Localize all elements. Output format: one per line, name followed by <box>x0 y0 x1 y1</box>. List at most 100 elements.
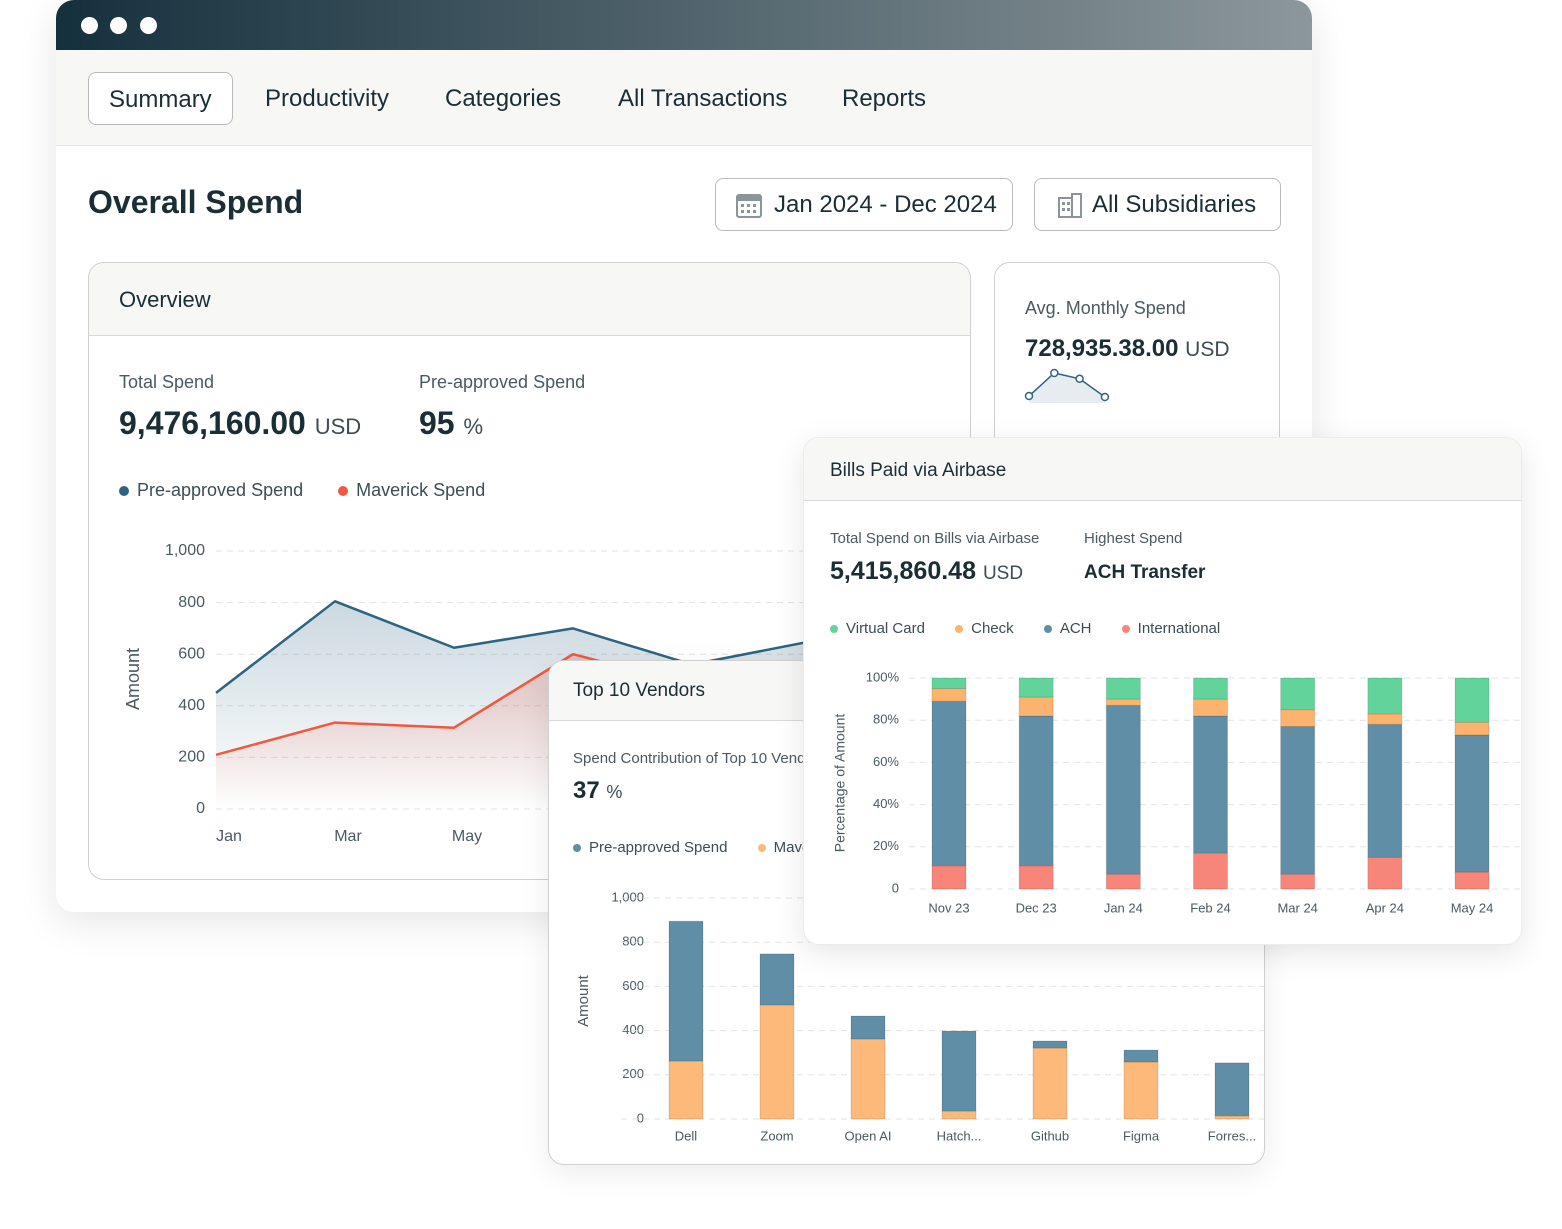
legend-dot <box>830 625 838 634</box>
legend-dot <box>119 486 129 497</box>
bar-segment <box>850 1038 886 1120</box>
y-tick-label: 600 <box>622 978 644 993</box>
legend-dot <box>1121 625 1130 634</box>
bar-segment <box>850 1015 886 1040</box>
value: 37 <box>573 777 600 804</box>
window-dot <box>81 17 98 34</box>
y-tick-label: 400 <box>622 1022 644 1037</box>
stat-value: ACH Transfer <box>1084 562 1206 583</box>
y-axis-label: Percentage of Amount <box>832 714 848 853</box>
bar-segment <box>1367 856 1403 890</box>
unit: % <box>606 782 623 802</box>
x-tick-label: Dec 23 <box>1016 900 1057 915</box>
bar-segment <box>1032 1047 1068 1120</box>
bar-segment <box>1454 871 1490 890</box>
stat-label: Avg. Monthly Spend <box>1025 298 1186 318</box>
y-axis-label: Amount <box>575 974 592 1027</box>
x-tick-label: Nov 23 <box>928 900 969 915</box>
bar-segment <box>1367 713 1403 725</box>
card-title: Top 10 Vendors <box>573 680 706 701</box>
stat-value: 728,935.38.00 USD <box>1025 335 1230 363</box>
legend-dot <box>338 486 349 497</box>
x-tick-label: Figma <box>1123 1128 1160 1143</box>
y-tick-label: 600 <box>178 645 205 662</box>
window-dot <box>140 17 157 34</box>
bar-segment <box>1105 704 1141 875</box>
app-window: Summary Productivity Categories All Tran… <box>56 0 1312 912</box>
bills-chart: 0 20% 40% 60% 80% 100% Percentage of Amount Nov… <box>832 669 1521 915</box>
bar-segment <box>1105 873 1141 890</box>
x-tick-label: Apr 24 <box>1366 900 1404 915</box>
bar-segment <box>1193 698 1229 717</box>
legend: Virtual Card Check ACH International <box>830 620 1220 637</box>
stat-value: 37 % <box>573 777 622 805</box>
bar-segment <box>1193 852 1229 890</box>
legend-dot <box>955 625 964 634</box>
tab[interactable]: Productivity <box>265 85 390 112</box>
stat-label: Highest Spend <box>1084 530 1183 547</box>
tab[interactable]: Categories <box>445 85 562 112</box>
tab[interactable]: Summary <box>88 72 233 125</box>
bar-segment <box>1454 734 1490 873</box>
stat-value: 95 % <box>419 405 483 442</box>
value: 5,415,860.48 <box>830 557 976 585</box>
sparkline-point <box>1100 392 1110 402</box>
bar-segment <box>1280 677 1316 711</box>
x-tick-label: Dell <box>675 1128 698 1143</box>
y-tick-label: 0 <box>892 880 899 895</box>
bar-segment <box>1193 715 1229 854</box>
tab[interactable]: All Transactions <box>618 85 788 112</box>
bar-segment <box>1367 723 1403 858</box>
y-tick-label: 100% <box>866 669 900 684</box>
sparkline-point <box>1024 391 1034 401</box>
avg-card: Avg. Monthly Spend 728,935.38.00 USD <box>994 262 1280 462</box>
x-tick-label: Hatch... <box>937 1128 982 1143</box>
bar-segment <box>1280 726 1316 875</box>
bar-segment <box>941 1030 977 1112</box>
sparkline-point <box>1050 368 1059 378</box>
bar-segment <box>931 865 967 890</box>
bar-segment <box>1105 698 1141 706</box>
card-header: Bills Paid via Airbase <box>804 438 1521 501</box>
x-tick-label: Feb 24 <box>1190 900 1230 915</box>
legend-label: International <box>1137 620 1221 637</box>
bar-segment <box>668 920 704 1062</box>
sparkline-area <box>1029 373 1105 403</box>
date-picker[interactable]: Jan 2024 - Dec 2024 <box>715 178 1013 231</box>
bar-segment <box>1018 696 1054 717</box>
bar-segment <box>1454 721 1490 736</box>
legend-dot <box>573 844 581 853</box>
bar-segment <box>1367 677 1403 715</box>
y-tick-label: 0 <box>196 800 205 817</box>
card-title: Overview <box>119 287 211 312</box>
y-tick-label: 0 <box>637 1110 644 1125</box>
window-dot <box>110 17 127 34</box>
value: 95 <box>419 405 455 441</box>
date-range: Jan 2024 - Dec 2024 <box>774 191 997 218</box>
unit: USD <box>1185 338 1230 361</box>
bar-segment <box>759 953 795 1006</box>
legend-label: Virtual Card <box>846 620 925 637</box>
value: 9,476,160.00 <box>119 405 306 441</box>
value: 728,935.38.00 <box>1025 335 1179 362</box>
title-bar <box>56 0 1312 50</box>
stat-label: Total Spend on Bills via Airbase <box>830 530 1040 547</box>
x-tick-label: Github <box>1031 1128 1069 1143</box>
y-tick-label: 800 <box>622 934 644 949</box>
x-tick-label: May 24 <box>1451 900 1494 915</box>
card-title: Bills Paid via Airbase <box>830 460 1007 481</box>
bar-segment <box>941 1110 977 1120</box>
page-title: Overall Spend <box>88 184 304 220</box>
x-tick-label: Jan <box>216 828 242 845</box>
y-tick-label: 200 <box>622 1066 644 1081</box>
stat-label: Pre-approved Spend <box>419 372 586 392</box>
sparkline-point <box>1075 374 1084 384</box>
bar-segment <box>668 1060 704 1120</box>
unit: USD <box>982 563 1024 584</box>
unit: % <box>463 414 484 439</box>
tab[interactable]: Reports <box>842 85 927 112</box>
subsidiary-picker[interactable]: All Subsidiaries <box>1034 178 1281 231</box>
y-tick-label: 200 <box>178 749 205 766</box>
stat-label: Spend Contribution of Top 10 Vendors <box>573 750 827 767</box>
